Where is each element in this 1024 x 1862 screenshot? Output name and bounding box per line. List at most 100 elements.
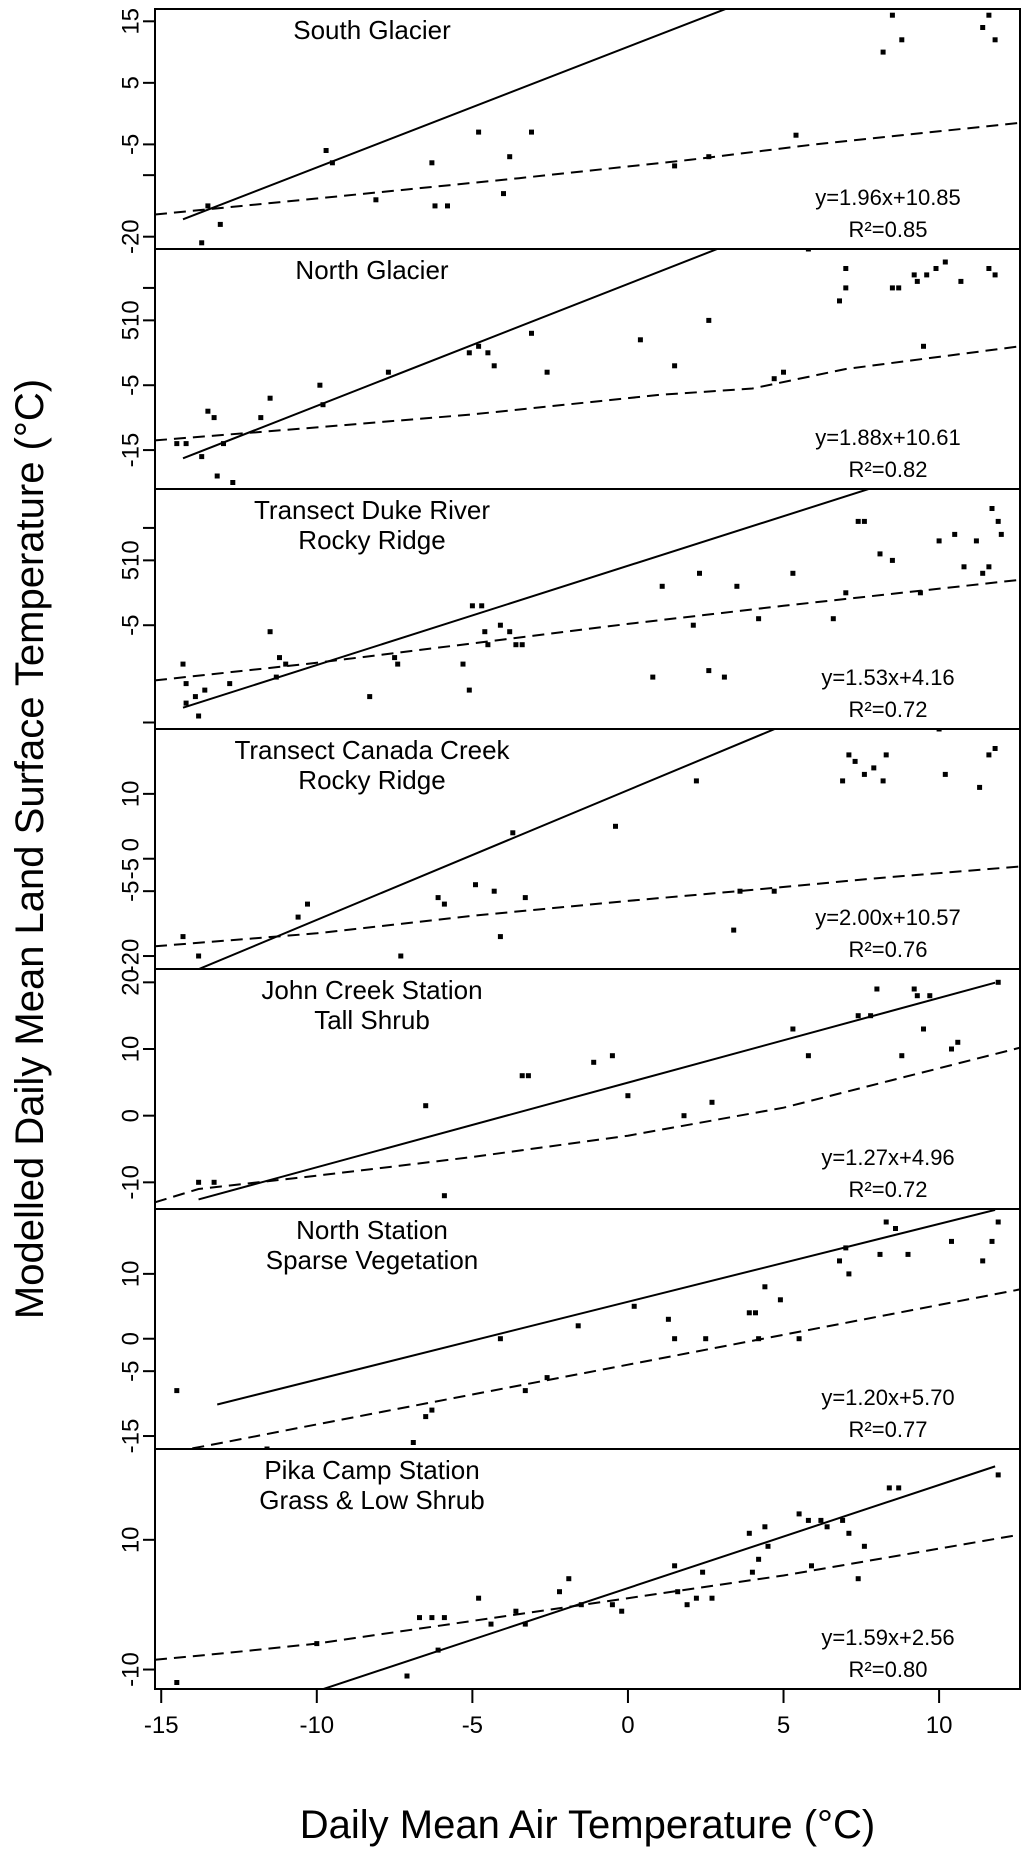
data-point — [392, 655, 398, 661]
data-point — [790, 570, 796, 576]
data-point — [734, 583, 740, 589]
data-point — [746, 1530, 752, 1536]
data-point — [613, 823, 618, 829]
data-point — [986, 752, 992, 758]
data-point — [529, 330, 534, 336]
data-point — [737, 888, 743, 894]
data-point — [846, 1271, 852, 1277]
data-point — [473, 882, 478, 888]
data-point — [575, 1323, 581, 1329]
regression-equation: y=1.27x+4.96 — [821, 1145, 954, 1170]
data-point — [883, 1219, 889, 1225]
data-point — [877, 551, 883, 557]
data-point — [756, 616, 762, 622]
data-point — [637, 337, 643, 343]
data-point — [258, 415, 264, 421]
data-point — [672, 163, 678, 169]
data-point — [659, 583, 665, 589]
data-point — [525, 1073, 531, 1079]
data-point — [899, 1053, 905, 1059]
data-point — [756, 1336, 762, 1342]
data-point — [837, 298, 842, 304]
panel-title: Tall Shrub — [314, 1005, 430, 1035]
y-tick-label: 0 — [118, 1109, 145, 1122]
data-point — [410, 1440, 416, 1445]
data-point — [544, 1375, 550, 1381]
data-point — [305, 901, 310, 907]
data-point — [665, 1316, 671, 1322]
data-point — [227, 681, 233, 687]
x-tick-label: 0 — [621, 1712, 634, 1739]
data-point — [672, 1563, 678, 1569]
regression-equation: y=1.53x+4.16 — [821, 665, 954, 690]
data-point — [429, 160, 435, 166]
data-point — [855, 1013, 861, 1019]
data-point — [921, 1026, 926, 1032]
data-point — [973, 538, 979, 544]
r-squared: R²=0.72 — [849, 697, 928, 722]
data-point — [323, 148, 329, 153]
data-point — [501, 191, 506, 197]
data-point — [466, 350, 472, 356]
data-point — [989, 1238, 995, 1244]
data-point — [942, 259, 948, 265]
data-point — [949, 1238, 954, 1244]
panel-title: South Glacier — [293, 15, 451, 45]
data-point — [522, 1388, 528, 1394]
data-point — [423, 1103, 429, 1109]
data-point — [522, 895, 528, 901]
data-point — [385, 369, 391, 375]
data-point — [491, 888, 497, 894]
y-tick-label: 10 — [118, 1036, 145, 1063]
data-point — [936, 729, 942, 732]
data-point — [690, 622, 696, 628]
data-point — [429, 1615, 435, 1621]
r-squared: R²=0.76 — [849, 937, 928, 962]
data-point — [749, 1569, 755, 1575]
panel-title: North Glacier — [295, 255, 448, 285]
data-point — [513, 1608, 519, 1614]
data-point — [992, 37, 998, 43]
panel-title: John Creek Station — [261, 975, 482, 1005]
fit-line — [182, 9, 729, 221]
data-point — [684, 1602, 690, 1608]
panel-title: Transect Canada Creek — [234, 735, 510, 765]
data-point — [199, 240, 205, 246]
panel-frame — [154, 488, 1021, 730]
data-point — [805, 1053, 811, 1059]
data-point — [631, 1303, 637, 1309]
panel-title: Rocky Ridge — [298, 525, 445, 555]
data-point — [861, 1543, 867, 1549]
data-point — [373, 197, 379, 203]
data-point — [460, 661, 466, 667]
fit-line — [320, 1465, 996, 1689]
data-point — [183, 700, 189, 706]
data-point — [706, 154, 712, 160]
data-point — [721, 674, 727, 680]
data-point — [317, 382, 323, 388]
r-squared: R²=0.85 — [849, 217, 928, 242]
data-point — [566, 1576, 572, 1582]
data-point — [871, 765, 877, 771]
data-point — [192, 694, 198, 700]
data-point — [992, 746, 998, 751]
data-point — [914, 278, 920, 284]
x-tick-label: -10 — [299, 1712, 334, 1739]
y-tick-label: -10 — [118, 1652, 145, 1687]
data-point — [796, 1336, 802, 1342]
data-point — [889, 12, 895, 18]
reference-line — [155, 1533, 1020, 1661]
data-point — [196, 1179, 202, 1185]
data-point — [221, 441, 226, 447]
reference-line — [183, 1288, 1020, 1449]
data-point — [793, 132, 799, 138]
data-point — [899, 37, 905, 43]
fit-line — [198, 981, 996, 1201]
data-point — [625, 1093, 631, 1099]
panel-title: Sparse Vegetation — [266, 1245, 479, 1275]
data-point — [883, 752, 889, 758]
data-point — [417, 1615, 422, 1621]
data-point — [445, 203, 450, 209]
